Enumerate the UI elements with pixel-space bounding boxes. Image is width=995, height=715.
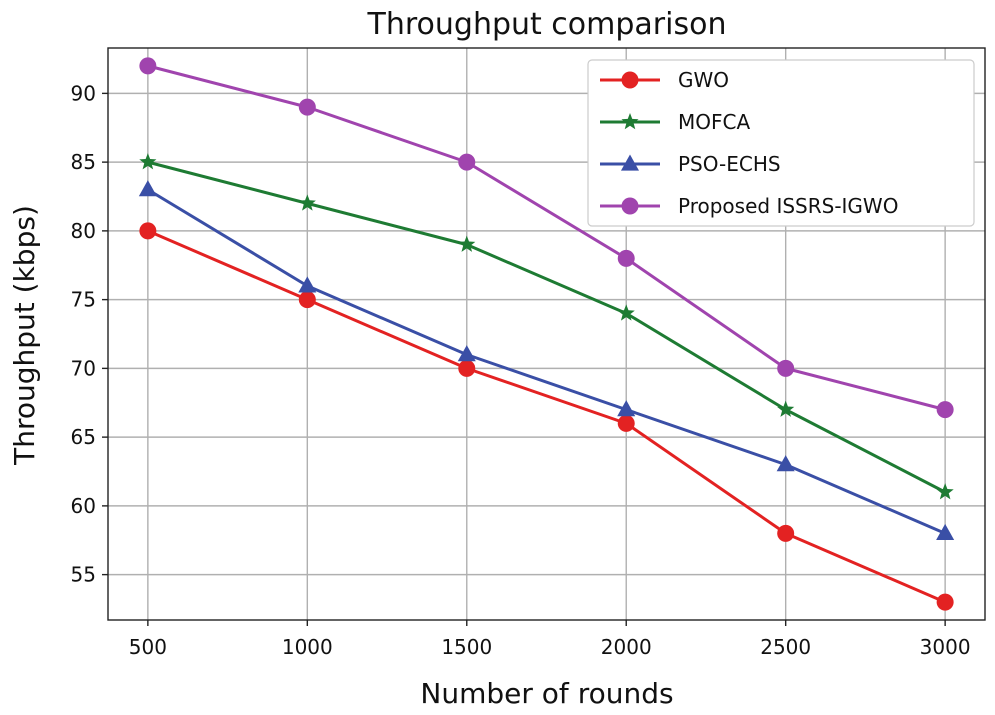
legend-label: Proposed ISSRS-IGWO	[678, 194, 898, 218]
data-point-gwo	[936, 593, 954, 611]
data-point-proposed-issrs-igwo	[936, 401, 954, 419]
data-point-mofca	[139, 153, 157, 170]
series-line-mofca	[147, 160, 946, 494]
data-point-proposed-issrs-igwo	[458, 153, 476, 171]
data-point-mofca	[298, 194, 316, 211]
legend-entry-proposed-issrs-igwo: Proposed ISSRS-IGWO	[600, 194, 898, 218]
data-point-pso-echs	[617, 400, 636, 417]
legend-box	[587, 59, 975, 227]
y-tick-label: 60	[71, 494, 96, 518]
data-point-gwo	[458, 359, 476, 377]
y-tick-label: 70	[71, 356, 96, 380]
data-point-mofca	[458, 235, 476, 252]
legend-entry-pso-echs: PSO-ECHS	[600, 152, 781, 176]
legend: GWO MOFCA PSO-ECHS Proposed ISSRS-IGWO	[587, 59, 975, 227]
y-tick-label: 80	[71, 219, 96, 243]
data-point-mofca	[936, 483, 954, 500]
legend-entry-mofca: MOFCA	[600, 110, 750, 134]
legend-marker	[620, 154, 640, 171]
data-point-gwo	[777, 524, 795, 542]
data-point-mofca	[777, 400, 795, 417]
y-axis-ticks: 55 60 65 70 75 80 85 90	[71, 81, 108, 587]
legend-label: PSO-ECHS	[678, 152, 781, 176]
series-line-proposed-issrs-igwo	[147, 64, 946, 412]
y-tick-label: 55	[71, 563, 96, 587]
x-axis-ticks: 500 1000 1500 2000 2500 3000	[129, 620, 971, 659]
data-point-pso-echs	[936, 523, 955, 541]
y-tick-label: 90	[71, 81, 96, 105]
x-tick-label: 500	[129, 635, 167, 659]
legend-marker	[621, 197, 639, 215]
x-tick-label: 1500	[441, 635, 492, 659]
x-tick-label: 2000	[601, 635, 652, 659]
data-point-gwo	[617, 414, 635, 432]
series-gwo	[139, 222, 954, 611]
data-point-proposed-issrs-igwo	[617, 249, 635, 267]
y-tick-label: 65	[71, 425, 96, 449]
x-tick-label: 3000	[920, 635, 971, 659]
data-point-pso-echs	[457, 345, 476, 362]
data-point-pso-echs	[138, 180, 157, 197]
plot-area-frame	[107, 47, 986, 621]
series-pso-echs	[138, 180, 955, 541]
legend-marker	[621, 113, 639, 130]
y-tick-label: 85	[71, 150, 96, 174]
y-tick-label: 75	[71, 288, 96, 312]
legend-marker	[621, 71, 639, 89]
data-point-proposed-issrs-igwo	[298, 98, 316, 116]
data-point-mofca	[617, 304, 635, 321]
series-proposed-issrs-igwo	[139, 57, 954, 419]
data-point-gwo	[298, 291, 316, 309]
data-point-pso-echs	[298, 276, 317, 293]
x-axis-label: Number of rounds	[420, 677, 673, 710]
series-line-pso-echs	[147, 188, 946, 535]
x-tick-label: 2500	[760, 635, 811, 659]
legend-label: GWO	[678, 68, 729, 92]
x-tick-label: 1000	[282, 635, 333, 659]
data-point-pso-echs	[776, 455, 795, 472]
y-axis-label: Throughput (kbps)	[8, 205, 41, 466]
legend-entry-gwo: GWO	[600, 68, 729, 92]
data-point-proposed-issrs-igwo	[777, 359, 795, 377]
data-point-proposed-issrs-igwo	[139, 57, 157, 75]
data-point-gwo	[139, 222, 157, 240]
series-line-gwo	[147, 229, 946, 604]
legend-label: MOFCA	[678, 110, 750, 134]
series-mofca	[139, 153, 954, 500]
series-layer	[138, 57, 955, 611]
chart-title: Throughput comparison	[367, 7, 727, 42]
